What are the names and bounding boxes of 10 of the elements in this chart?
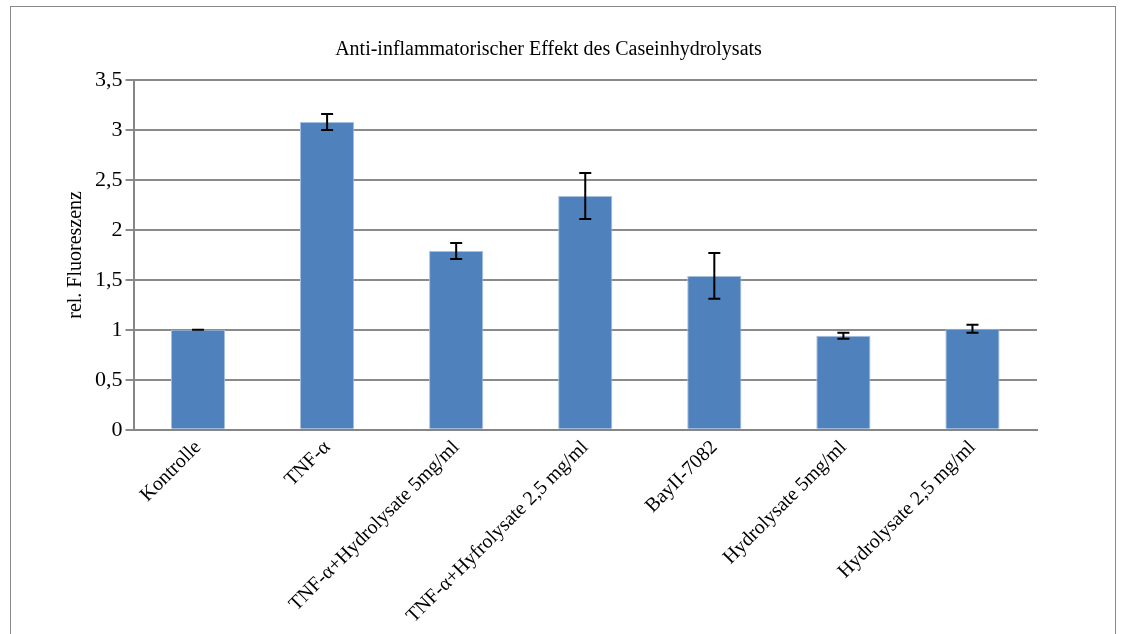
y-axis-title: rel. Fluoreszenz xyxy=(63,190,86,319)
y-tick-label: 0,5 xyxy=(95,365,123,391)
y-tick-label: 3 xyxy=(111,115,123,141)
y-tick-label: 1,5 xyxy=(95,265,123,291)
y-tick-label: 3,5 xyxy=(95,65,123,91)
y-tick-label: 0 xyxy=(111,415,123,441)
y-tick-label: 2 xyxy=(111,215,123,241)
chart-title: Anti-inflammatorischer Effekt des Caseinhydrolysats xyxy=(335,37,763,61)
y-tick-label: 2,5 xyxy=(95,165,123,191)
y-tick-label: 1 xyxy=(111,315,123,341)
